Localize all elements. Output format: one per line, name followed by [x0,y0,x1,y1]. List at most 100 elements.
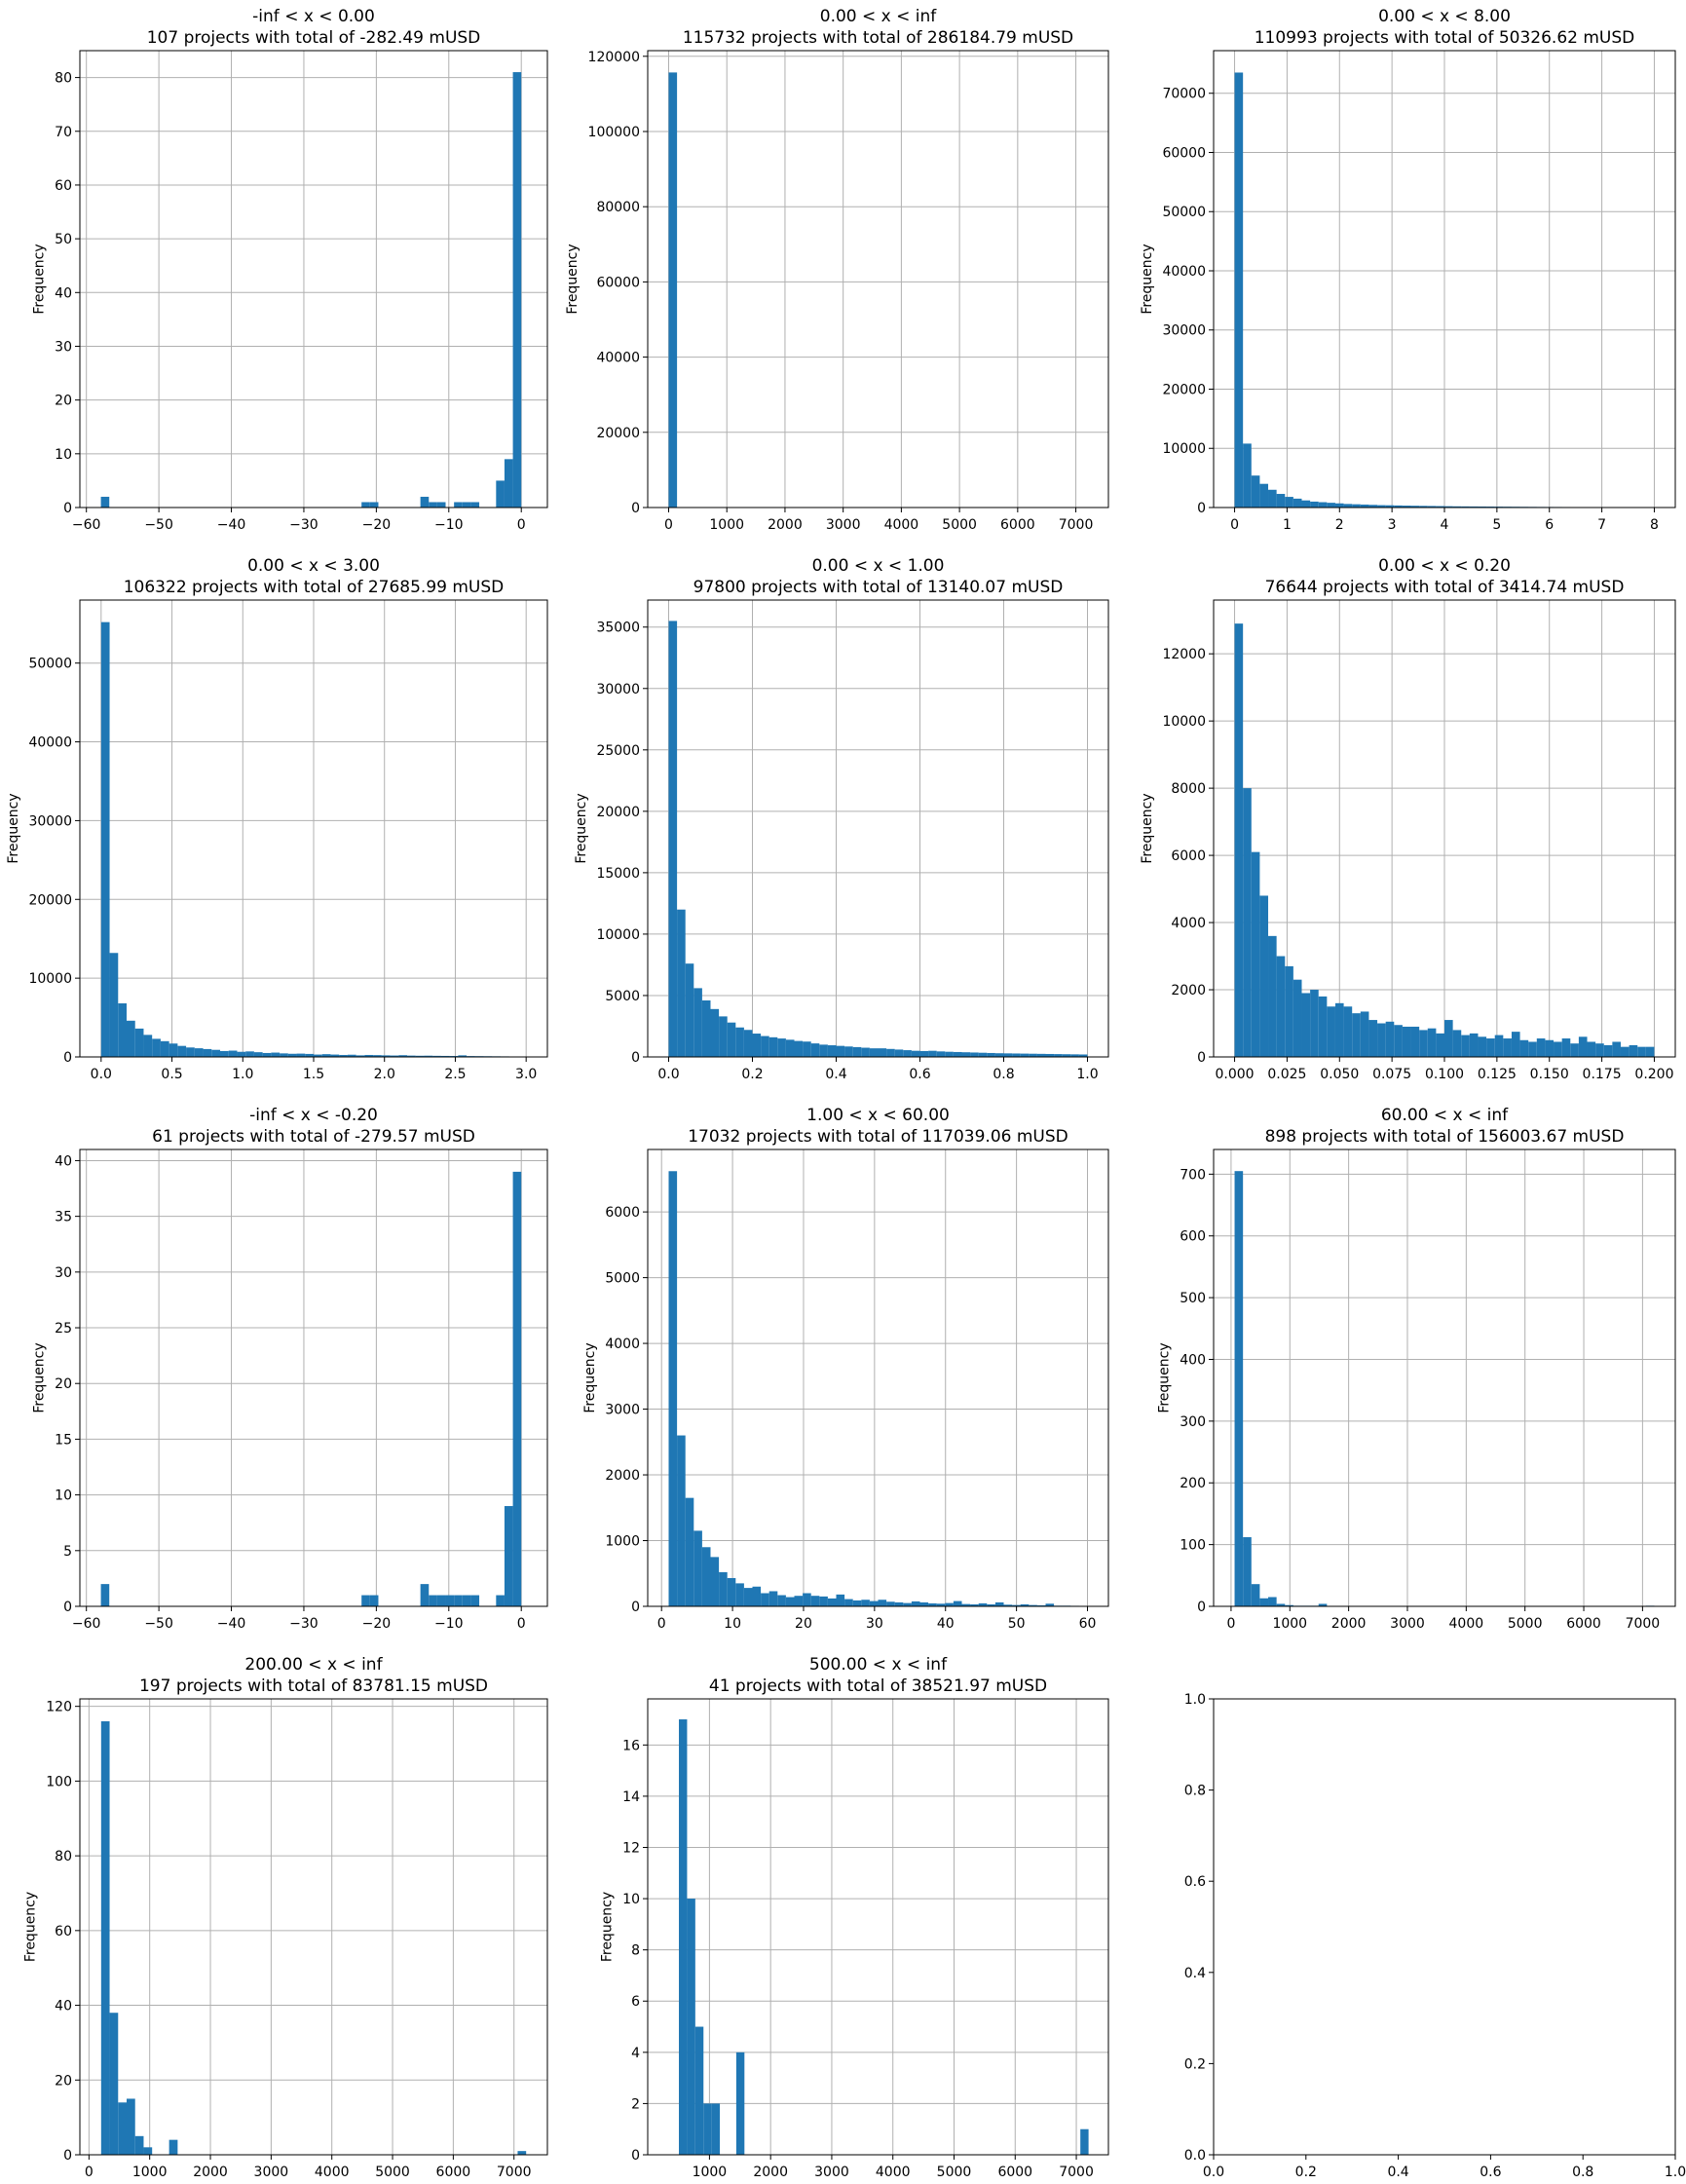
histogram-bar [1620,1046,1630,1057]
y-tick-label: 35000 [596,621,640,636]
histogram-bar [1368,505,1378,508]
y-tick-label: 70 [55,125,72,140]
x-tick-label: 5000 [375,2165,410,2180]
histogram-bar [803,1593,811,1606]
histogram-bar [429,502,437,508]
histogram-bar [280,1053,288,1057]
histogram-bar [978,1602,988,1606]
y-tick-label: 50 [55,232,72,247]
subplot-title-summary: 115732 projects with total of 286184.79 … [683,28,1073,48]
histogram-bar [314,1054,322,1057]
y-tick-label: 40000 [1162,264,1206,280]
x-tick-label: 7000 [1059,517,1094,533]
histogram-bar [810,1596,820,1606]
y-tick-label: 10 [55,1488,72,1504]
histogram-bar [1327,1006,1335,1057]
x-tick-label: −60 [72,1616,101,1632]
subplot-title-summary: 107 projects with total of -282.49 mUSD [147,28,481,48]
histogram-bar [512,72,522,508]
histogram-bar [819,1044,828,1057]
histogram-bar [169,2139,178,2155]
histogram-bar [177,1045,187,1057]
x-tick-label: 0.4 [825,1067,846,1082]
histogram-bar [1327,503,1335,508]
axes-frame [79,1698,548,2156]
histogram-bar [1054,1054,1063,1057]
histogram-bar [330,1054,340,1057]
y-tick-label: 25 [55,1321,72,1337]
histogram-bar [953,1051,962,1057]
y-tick-label: 40 [55,1999,72,2015]
x-tick-label: 60 [1079,1616,1097,1632]
histogram-bar [994,1601,1004,1606]
y-tick-label: 0 [631,2148,640,2164]
y-tick-label: 30000 [28,813,72,829]
histogram-bar [1259,1598,1269,1606]
y-tick-label: 10 [55,447,72,463]
subplot-title-summary: 76644 projects with total of 3414.74 mUS… [1265,578,1625,597]
histogram-bar [237,1051,246,1057]
histogram-bar [118,1003,127,1057]
histogram-bar [1334,503,1344,508]
x-tick-label: 0.8 [1572,2165,1593,2180]
x-tick-label: −10 [434,517,464,533]
y-tick-label: 40 [55,285,72,301]
subplot-5: 0.0 0.2 0.4 0.6 0.8 1.0 0 5000 10000 15000 20000 25… [574,556,1109,1082]
histogram-bar [1494,1035,1504,1057]
histogram-bar [436,1595,446,1606]
axes-frame [647,1148,1109,1607]
histogram-bar [693,988,702,1057]
histogram-bar [1003,1053,1013,1057]
y-tick-label: 10000 [1162,714,1206,730]
y-tick-label: 20000 [28,892,72,908]
x-tick-label: −50 [144,517,173,533]
x-tick-label: 0 [85,2165,94,2180]
x-tick-label: 4000 [876,2165,911,2180]
histogram-bar [100,621,110,1057]
histogram-bar [1410,1026,1420,1057]
histogram-bar [211,1049,220,1057]
x-tick-label: 0.175 [1583,1067,1622,1082]
y-tick-label: 0.4 [1184,1966,1206,1981]
histogram-bar [1012,1053,1021,1057]
histogram-bar [118,2102,127,2155]
histogram-bar [1070,1054,1079,1057]
histogram-bar [1318,1603,1328,1606]
y-tick-label: 20000 [1162,382,1206,397]
histogram-bar [919,1601,929,1606]
histogram-bar [1020,1053,1030,1057]
y-tick-label: 25000 [596,743,640,759]
subplot-title-summary: 61 projects with total of -279.57 mUSD [152,1127,475,1147]
histogram-bar [1268,1597,1277,1606]
y-tick-label: 700 [1180,1167,1206,1183]
histogram-bar [844,1599,853,1606]
subplot-12: 0.0 0.2 0.4 0.6 0.8 1.0 0.0 0.2 0.4 0.6 0.8 1.0 [1184,1692,1686,2180]
histogram-bar [685,1497,694,1606]
histogram-bar [1268,935,1277,1057]
y-tick-label: 20000 [596,805,640,820]
x-tick-label: 4 [1441,517,1449,533]
histogram-bar [1419,1030,1428,1057]
histogram-bar [1318,996,1328,1057]
histogram-bar [262,1052,272,1057]
subplot-10: 0 1000 2000 3000 4000 5000 6000 7000 0 20 40 60 80 10… [23,1655,548,2180]
y-tick-label: 4 [631,2046,640,2061]
y-tick-label: 20 [55,1376,72,1392]
histogram-bar [752,1034,762,1057]
x-tick-label: 6000 [1566,1616,1601,1632]
histogram-bar [1243,788,1252,1057]
subplot-title-summary: 110993 projects with total of 50326.62 m… [1255,28,1635,48]
histogram-bar [861,1047,870,1057]
x-tick-label: 0.150 [1530,1067,1569,1082]
histogram-bar [1402,506,1411,508]
histogram-bar [1251,1584,1260,1606]
x-tick-label: 0 [1230,517,1239,533]
x-tick-label: 1000 [709,517,744,533]
histogram-bar [727,1022,736,1057]
histogram-bar [1419,506,1428,508]
axes-frame [79,50,548,508]
x-tick-label: −20 [362,1616,392,1632]
histogram-bar [305,1053,314,1057]
axes-frame [647,1698,1109,2156]
